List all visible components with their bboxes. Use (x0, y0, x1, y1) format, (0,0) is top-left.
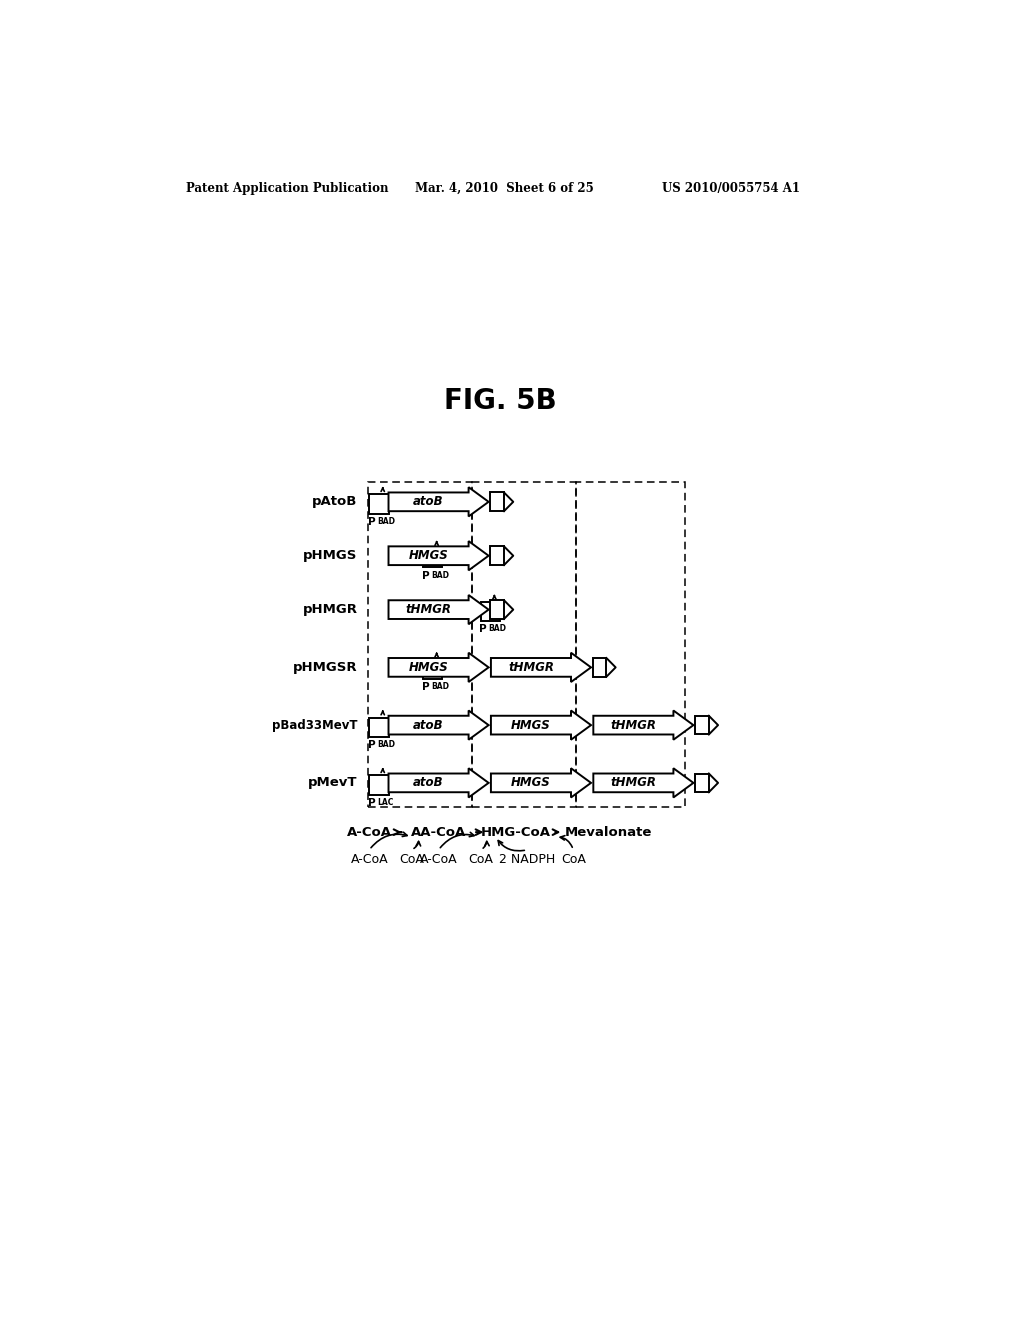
Text: pAtoB: pAtoB (312, 495, 357, 508)
Polygon shape (388, 653, 488, 682)
Text: A-CoA: A-CoA (350, 853, 388, 866)
Text: AA-CoA: AA-CoA (411, 825, 466, 838)
Text: tHMGR: tHMGR (610, 776, 656, 789)
Polygon shape (490, 710, 591, 739)
Text: pHMGR: pHMGR (303, 603, 357, 616)
Text: atoB: atoB (414, 776, 443, 789)
Text: Patent Application Publication: Patent Application Publication (186, 182, 388, 194)
Bar (481, 602, 500, 622)
Text: CoA: CoA (399, 853, 424, 866)
Text: P: P (422, 682, 429, 692)
Text: A-CoA: A-CoA (347, 825, 392, 838)
Bar (490, 492, 504, 511)
Text: HMGS: HMGS (511, 776, 551, 789)
Text: pHMGSR: pHMGSR (293, 661, 357, 675)
Text: BAD: BAD (431, 570, 449, 579)
Polygon shape (388, 541, 488, 570)
Bar (370, 775, 388, 795)
Text: P: P (368, 797, 376, 808)
Text: CoA: CoA (561, 853, 586, 866)
Text: atoB: atoB (414, 495, 443, 508)
Bar (490, 546, 504, 565)
Text: Mar. 4, 2010  Sheet 6 of 25: Mar. 4, 2010 Sheet 6 of 25 (416, 182, 594, 194)
Text: BAD: BAD (488, 624, 507, 634)
Text: pBad33MevT: pBad33MevT (272, 718, 357, 731)
Text: tHMGR: tHMGR (508, 661, 554, 675)
Text: BAD: BAD (377, 516, 395, 525)
Text: BAD: BAD (377, 741, 395, 748)
Text: tHMGR: tHMGR (406, 603, 452, 616)
Polygon shape (490, 653, 591, 682)
Polygon shape (388, 595, 488, 624)
Polygon shape (388, 487, 488, 516)
Text: atoB: atoB (414, 718, 443, 731)
Text: P: P (422, 570, 429, 581)
Polygon shape (593, 710, 693, 739)
Text: HMGS: HMGS (409, 661, 449, 675)
Text: P: P (368, 741, 376, 750)
Text: pMevT: pMevT (308, 776, 357, 789)
Text: pHMGS: pHMGS (303, 549, 357, 562)
Bar (593, 657, 606, 677)
Text: A-CoA: A-CoA (420, 853, 458, 866)
Bar (423, 660, 442, 678)
Text: CoA: CoA (468, 853, 494, 866)
Text: HMGS: HMGS (511, 718, 551, 731)
Bar (695, 774, 709, 792)
Text: LAC: LAC (377, 797, 393, 807)
Text: tHMGR: tHMGR (610, 718, 656, 731)
Bar (490, 601, 504, 619)
Polygon shape (490, 768, 591, 797)
Polygon shape (388, 710, 488, 739)
Text: P: P (479, 624, 487, 635)
Bar (370, 494, 388, 513)
Bar (423, 548, 442, 568)
Text: US 2010/0055754 A1: US 2010/0055754 A1 (662, 182, 800, 194)
Text: 2 NADPH: 2 NADPH (499, 853, 555, 866)
Polygon shape (593, 768, 693, 797)
Polygon shape (388, 768, 488, 797)
Text: Mevalonate: Mevalonate (564, 825, 651, 838)
Text: HMG-CoA: HMG-CoA (480, 825, 551, 838)
Bar (370, 718, 388, 737)
Text: HMGS: HMGS (409, 549, 449, 562)
Text: BAD: BAD (431, 682, 449, 692)
Text: FIG. 5B: FIG. 5B (443, 387, 556, 414)
Bar (695, 715, 709, 734)
Text: P: P (368, 516, 376, 527)
